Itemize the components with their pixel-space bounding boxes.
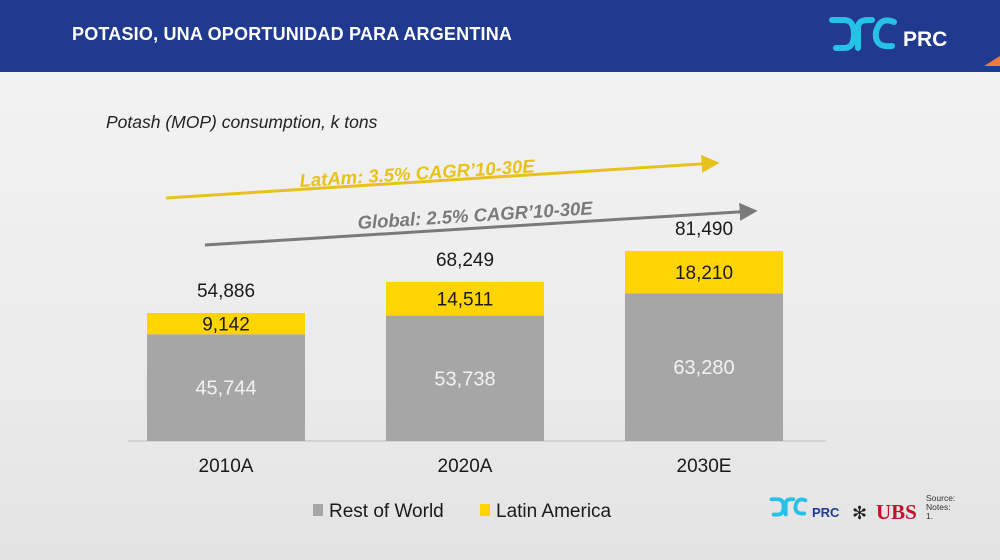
latam-cagr-arrow (165, 154, 720, 200)
ubs-keys-icon: ✻ (852, 503, 868, 523)
chart-legend: Rest of World Latin America (313, 501, 612, 522)
header-bar: POTASIO, UNA OPORTUNIDAD PARA ARGENTINA … (0, 0, 1000, 72)
legend-swatch-rest-of-world (313, 504, 323, 516)
drc-logo-icon (829, 17, 897, 51)
data-label-rest-of-world-2010A: 45,744 (195, 378, 256, 400)
x-tick-label-2020A: 2020A (438, 456, 493, 477)
notes-label: Notes: (926, 502, 951, 512)
total-label-2020A: 68,249 (436, 250, 494, 271)
source-label: Source: (926, 493, 956, 503)
x-tick-label-2030E: 2030E (677, 456, 732, 477)
bar-rest-of-world-2010A (147, 334, 305, 441)
legend-label-latin-america: Latin America (496, 501, 612, 522)
latam-cagr-label: LatAm: 3.5% CAGR’10-30E (299, 155, 536, 191)
bar-latin-america-2020A (386, 281, 544, 316)
data-label-rest-of-world-2020A: 53,738 (434, 368, 495, 390)
bar-latin-america-2030E (625, 250, 783, 294)
ubs-logo-text: UBS (876, 500, 917, 524)
source-notes: Source: Notes: 1. (926, 494, 966, 521)
x-tick-label-2010A: 2010A (199, 456, 254, 477)
total-label-2030E: 81,490 (675, 219, 733, 240)
data-label-rest-of-world-2030E: 63,280 (673, 357, 734, 379)
data-label-latin-america-2030E: 18,210 (675, 263, 733, 284)
footer-drc-logo-icon (769, 497, 808, 517)
note-number: 1. (926, 511, 934, 521)
logo-text: PRC (903, 28, 948, 51)
footer-logo-text: PRC (812, 505, 840, 520)
bar-rest-of-world-2030E (625, 293, 783, 441)
global-cagr-arrow (204, 202, 758, 247)
bar-rest-of-world-2020A (386, 315, 544, 441)
page-title: POTASIO, UNA OPORTUNIDAD PARA ARGENTINA (72, 24, 513, 44)
total-label-2010A: 54,886 (197, 281, 255, 302)
data-label-latin-america-2020A: 14,511 (437, 290, 494, 311)
legend-label-rest-of-world: Rest of World (329, 501, 444, 522)
corner-decoration-icon (984, 56, 1000, 66)
data-label-latin-america-2010A: 9,142 (202, 315, 250, 336)
legend-swatch-latin-america (480, 504, 490, 516)
chart-title: Potash (MOP) consumption, k tons (106, 112, 378, 132)
bar-latin-america-2010A (147, 312, 305, 335)
